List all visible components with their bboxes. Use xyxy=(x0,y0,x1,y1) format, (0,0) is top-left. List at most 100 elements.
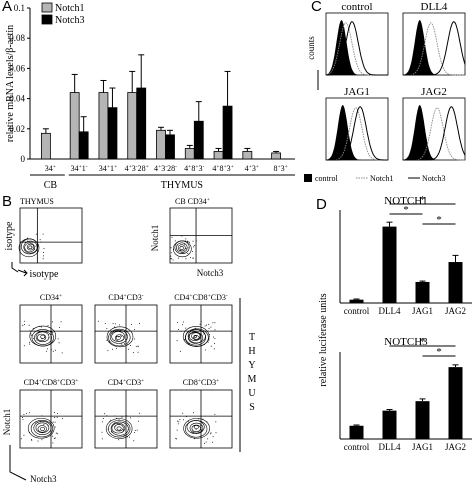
event-dot xyxy=(37,440,39,442)
event-dot xyxy=(56,412,58,414)
event-dot xyxy=(187,252,189,254)
event-dot xyxy=(208,339,210,341)
event-dot xyxy=(170,252,172,254)
event-dot xyxy=(200,340,202,342)
event-dot xyxy=(180,330,182,332)
event-dot xyxy=(204,325,206,327)
event-dot xyxy=(107,428,109,430)
category-label-d: DLL4 xyxy=(379,442,401,452)
event-dot xyxy=(124,343,126,345)
event-dot xyxy=(198,431,200,433)
bar-notch3 xyxy=(193,120,204,160)
contour-ring xyxy=(193,425,199,430)
contour-ring xyxy=(176,242,188,253)
event-dot xyxy=(193,425,195,427)
event-dot xyxy=(110,430,112,432)
event-dot xyxy=(31,246,33,248)
event-dot xyxy=(184,243,186,245)
event-dot xyxy=(54,426,56,428)
event-dot xyxy=(55,432,57,434)
significance-star: * xyxy=(436,346,442,358)
group-label-thymus: THYMUS xyxy=(161,180,203,191)
event-dot xyxy=(205,441,207,443)
bar-d xyxy=(448,367,463,439)
bar-notch1 xyxy=(40,132,51,160)
y-axis-label-a: relative mRNA levels/β-actin xyxy=(5,25,16,142)
histogram-control xyxy=(325,12,389,76)
event-dot xyxy=(133,440,135,442)
histogram-notch3 xyxy=(403,106,466,161)
event-dot xyxy=(119,423,121,425)
axis-label-isotype-x: isotype xyxy=(30,269,59,280)
y-tick-label-a: 0.02 xyxy=(9,124,25,134)
panel-label-c: C xyxy=(311,0,322,15)
event-dot xyxy=(39,325,41,327)
bar-d xyxy=(349,299,364,303)
event-dot xyxy=(62,418,64,420)
legend-swatch-control xyxy=(304,174,312,182)
event-dot xyxy=(33,337,35,339)
event-dot xyxy=(52,421,54,423)
event-dot xyxy=(112,333,114,335)
thymus-letter: Y xyxy=(248,360,255,371)
event-dot xyxy=(29,431,31,433)
contour-ring xyxy=(108,328,131,347)
contour-ring xyxy=(184,328,209,347)
event-dot xyxy=(50,421,52,423)
event-dot xyxy=(22,417,24,419)
event-dot xyxy=(134,432,136,434)
event-dot xyxy=(133,338,135,340)
event-dot xyxy=(210,326,212,328)
event-dot xyxy=(130,344,132,346)
event-dot xyxy=(173,249,175,251)
event-dot xyxy=(202,418,204,420)
event-dot xyxy=(28,412,30,414)
event-dot xyxy=(192,240,194,242)
bar-d xyxy=(448,262,463,303)
event-dot xyxy=(208,328,210,330)
event-dot xyxy=(179,350,181,352)
bar-notch1 xyxy=(127,92,138,160)
event-dot xyxy=(187,420,189,422)
event-dot xyxy=(134,430,136,432)
event-dot xyxy=(54,437,56,439)
event-dot xyxy=(39,239,41,241)
event-dot xyxy=(171,236,173,238)
event-dot xyxy=(114,426,116,428)
event-dot xyxy=(102,417,104,419)
event-dot xyxy=(48,334,50,336)
event-dot xyxy=(101,421,103,423)
event-dot xyxy=(172,259,174,261)
event-dot xyxy=(127,344,129,346)
event-dot xyxy=(212,441,214,443)
event-dot xyxy=(121,431,123,433)
event-dot xyxy=(122,429,124,431)
event-dot xyxy=(182,419,184,421)
contour-ring xyxy=(114,334,125,342)
event-dot xyxy=(107,350,109,352)
axis-label-counts: counts xyxy=(306,36,316,60)
bars-a xyxy=(40,54,282,160)
contour-ring xyxy=(35,422,50,434)
event-dot xyxy=(171,258,173,260)
axis-label-cb-x: Notch3 xyxy=(197,268,224,278)
event-dot xyxy=(118,439,120,441)
histogram-title: control xyxy=(341,1,372,13)
event-dot xyxy=(130,417,132,419)
event-dot xyxy=(212,436,214,438)
event-dot xyxy=(60,321,62,323)
event-dot xyxy=(54,416,56,418)
event-dot xyxy=(35,233,37,235)
bar-d xyxy=(382,226,397,303)
category-label-d: JAG1 xyxy=(412,442,433,452)
event-dot xyxy=(126,436,128,438)
event-dot xyxy=(139,412,141,414)
event-dot xyxy=(132,352,134,354)
event-dot xyxy=(23,345,25,347)
histogram-notch1 xyxy=(403,22,465,76)
event-dot xyxy=(128,348,130,350)
event-dot xyxy=(191,250,193,252)
y-tick-label-a: 0.1 xyxy=(14,3,25,13)
event-dot xyxy=(27,240,29,242)
event-dot xyxy=(208,334,210,336)
